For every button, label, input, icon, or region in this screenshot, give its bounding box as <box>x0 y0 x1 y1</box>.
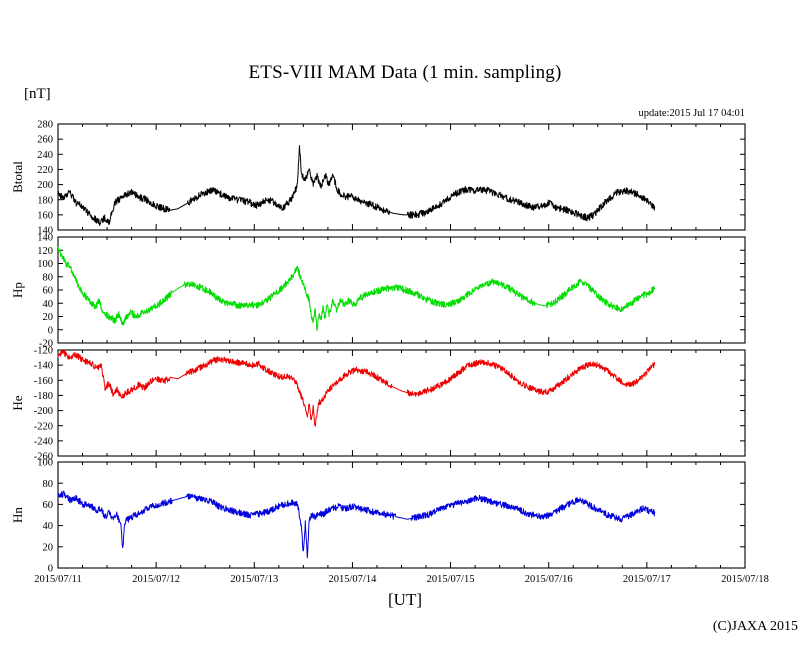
panel-hp: -20 0 20 40 60 80 100 120 140 Hp <box>10 233 746 350</box>
y-tick-label: 100 <box>37 458 53 469</box>
y-tick-label: -20 <box>39 339 53 350</box>
y-axis-name-hp: Hp <box>10 282 25 298</box>
y-axis-name-btotal: Btotal <box>10 161 25 193</box>
x-tick-label: 2015/07/16 <box>525 574 573 585</box>
y-tick-label: 140 <box>37 233 53 244</box>
y-tick-label: -200 <box>34 406 53 417</box>
y-tick-label: 0 <box>48 564 53 575</box>
trace-btotal <box>57 145 656 227</box>
panel-frame-hn <box>57 461 746 569</box>
y-axis-name-he: He <box>10 395 25 410</box>
y-tick-label: 80 <box>43 272 54 283</box>
y-tick-label: 200 <box>37 180 53 191</box>
y-tick-label: 180 <box>37 195 53 206</box>
y-tick-label: -260 <box>34 452 53 463</box>
y-tick-label: 0 <box>48 325 53 336</box>
y-tick-label: 20 <box>43 542 54 553</box>
x-tick-label: 2015/07/14 <box>329 574 378 585</box>
trace-hn <box>57 490 656 559</box>
y-tick-label: -220 <box>34 421 53 432</box>
x-tick-label: 2015/07/17 <box>623 574 671 585</box>
y-tick-label: -160 <box>34 376 53 387</box>
y-tick-label: 160 <box>37 210 53 221</box>
trace-hp <box>57 246 656 331</box>
x-tick-label: 2015/07/12 <box>132 574 180 585</box>
y-tick-label: 80 <box>43 479 54 490</box>
panel-frame-he <box>57 349 746 457</box>
unit-label: [nT] <box>24 86 51 102</box>
y-tick-label: 20 <box>43 312 54 323</box>
panel-hn: 0 20 40 60 80 100 Hn <box>10 458 746 575</box>
chart-title: ETS-VIII MAM Data (1 min. sampling) <box>248 62 562 83</box>
y-tick-label: 60 <box>43 286 54 297</box>
y-tick-label: 100 <box>37 259 53 270</box>
x-tick-label: 2015/07/13 <box>230 574 278 585</box>
y-tick-label: 140 <box>37 226 53 237</box>
panel-btotal: 140 160 180 200 220 240 260 280 Btotal <box>10 120 746 237</box>
x-tick-label: 2015/07/18 <box>721 574 769 585</box>
y-tick-label: 260 <box>37 135 53 146</box>
y-tick-label: 280 <box>37 120 53 131</box>
x-tick-label: 2015/07/15 <box>427 574 475 585</box>
y-tick-label: 120 <box>37 246 53 257</box>
y-tick-label: -140 <box>34 361 53 372</box>
x-tick-label: 2015/07/11 <box>34 574 81 585</box>
y-tick-label: 240 <box>37 150 53 161</box>
copyright-notice: (C)JAXA 2015 <box>712 619 798 634</box>
y-tick-label: -180 <box>34 391 53 402</box>
panel-he: -260 -240 -220 -200 -180 -160 -140 -120 He <box>10 346 746 463</box>
trace-he <box>57 349 656 427</box>
y-tick-label: 220 <box>37 165 53 176</box>
y-tick-label: 40 <box>43 299 54 310</box>
y-tick-label: 40 <box>43 521 54 532</box>
y-tick-label: -120 <box>34 346 53 357</box>
y-tick-label: 60 <box>43 500 54 511</box>
update-timestamp: update:2015 Jul 17 04:01 <box>638 108 745 119</box>
y-tick-label: -240 <box>34 436 53 447</box>
x-axis-label: [UT] <box>388 590 422 609</box>
y-axis-name-hn: Hn <box>10 507 25 523</box>
